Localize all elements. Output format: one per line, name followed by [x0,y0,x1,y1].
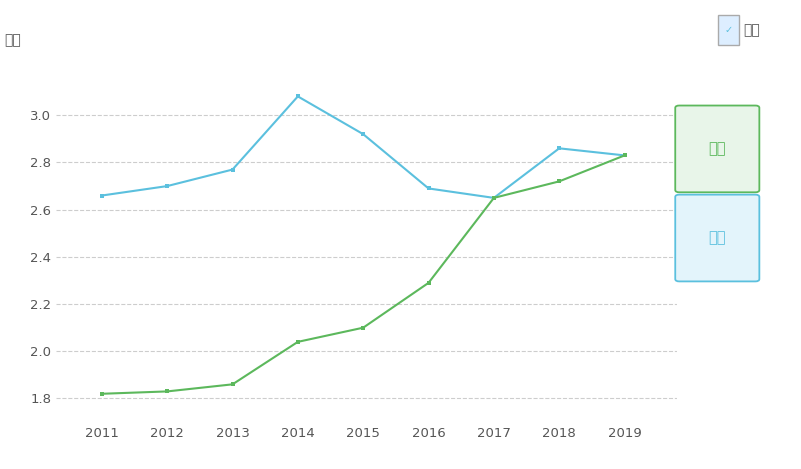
Text: ✓: ✓ [725,25,733,36]
Text: 标签: 标签 [743,23,760,38]
Text: 英国: 英国 [709,231,726,245]
Text: 印度: 印度 [709,142,726,156]
Text: 万亿: 万亿 [4,33,21,47]
